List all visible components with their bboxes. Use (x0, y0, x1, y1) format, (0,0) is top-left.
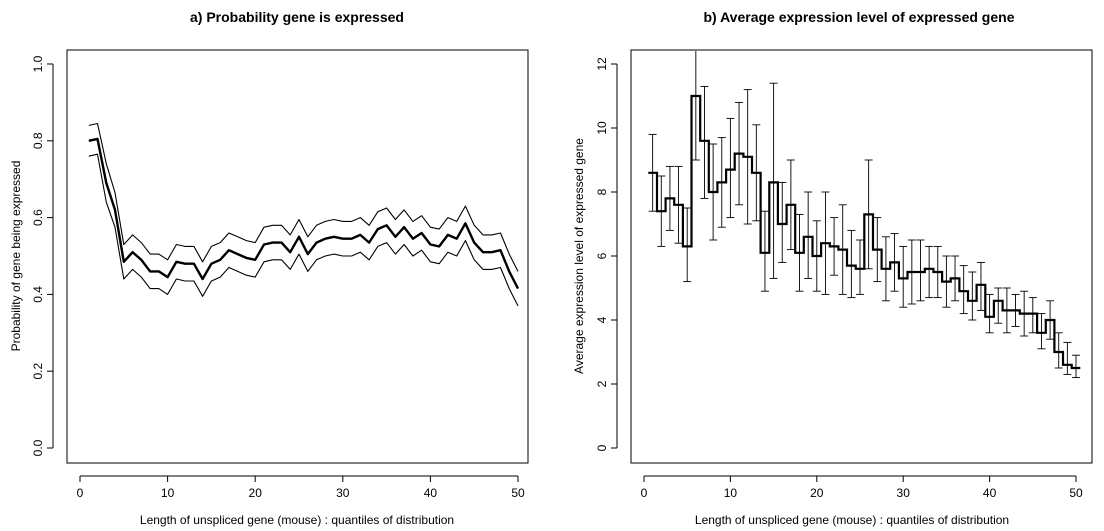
panel-b-average-expression: b) Average expression level of expressed… (572, 9, 1093, 527)
panel-b-x-tick-label: 0 (641, 486, 648, 500)
panel-b-x-tick-label: 40 (983, 486, 997, 500)
panel-b-y-tick-label: 10 (595, 121, 609, 135)
panel-b-y-tick-label: 8 (595, 188, 609, 195)
panel-a-x-tick-label: 20 (249, 486, 263, 500)
panel-b-x-tick-label: 30 (897, 486, 911, 500)
panel-a-y-tick-label: 0.4 (31, 286, 45, 303)
panel-a-y-tick-label: 1.0 (31, 55, 45, 72)
panel-b-y-tick-label: 0 (595, 444, 609, 451)
panel-a-y-tick-label: 0.2 (31, 363, 45, 380)
panel-b-step-line (648, 94, 1081, 370)
panel-b-x-axis-label: Length of unspliced gene (mouse) : quant… (695, 513, 1009, 527)
panel-a-x-axis: 0 10 20 30 40 50 (77, 475, 525, 500)
panel-b-error-bars (648, 51, 1080, 379)
panel-a-x-tick-label: 0 (77, 486, 84, 500)
panel-b-y-tick-label: 12 (595, 57, 609, 71)
panel-a-probability-expressed: a) Probability gene is expressed 0 10 20 30… (9, 9, 529, 527)
panel-b-x-axis: 0 10 20 30 40 50 (641, 475, 1083, 500)
panel-a-line-estimate (88, 137, 520, 290)
panel-a-y-axis: 0.0 0.2 0.4 0.6 0.8 1.0 (31, 55, 54, 456)
panel-a-title: a) Probability gene is expressed (190, 9, 404, 25)
panel-b-title: b) Average expression level of expressed… (704, 9, 1015, 25)
panel-b-x-tick-label: 50 (1069, 486, 1083, 500)
panel-b-y-tick-label: 6 (595, 252, 609, 259)
panel-a-line-upper (88, 122, 519, 272)
panel-a-plot-box (66, 49, 529, 464)
panel-a-series (88, 122, 520, 307)
panel-a-y-tick-label: 0.0 (31, 439, 45, 456)
panel-a-x-axis-label: Length of unspliced gene (mouse) : quant… (140, 513, 454, 527)
panel-b-plot-box (630, 49, 1093, 464)
panel-b-x-tick-label: 20 (810, 486, 824, 500)
panel-a-line-lower (88, 153, 519, 307)
panel-a-x-tick-label: 50 (511, 486, 525, 500)
panel-b-y-tick-label: 2 (595, 380, 609, 387)
panel-b-y-tick-label: 4 (595, 316, 609, 323)
panel-b-y-axis-label: Average expression level of expressed ge… (572, 138, 586, 374)
panel-a-x-tick-label: 40 (424, 486, 438, 500)
panel-b-series (648, 94, 1081, 370)
panel-b-x-tick-label: 10 (724, 486, 738, 500)
panel-a-x-tick-label: 30 (336, 486, 350, 500)
panel-a-y-tick-label: 0.8 (31, 132, 45, 149)
panel-a-y-axis-label: Probability of gene being expressed (9, 161, 23, 352)
panel-a-x-tick-label: 10 (161, 486, 175, 500)
panel-a-y-tick-label: 0.6 (31, 209, 45, 226)
panel-b-y-axis: 0 2 4 6 8 10 12 (595, 57, 618, 451)
